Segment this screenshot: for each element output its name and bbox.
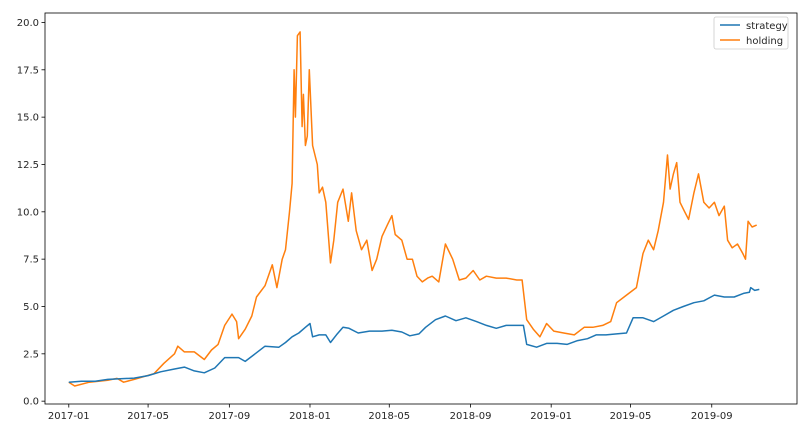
x-tick-label: 2018-09 <box>450 411 492 422</box>
y-tick-label: 5.0 <box>23 302 39 313</box>
x-tick-label: 2017-09 <box>208 411 250 422</box>
plot-area <box>44 12 798 405</box>
y-tick-label: 15.0 <box>17 113 39 124</box>
x-tick-label: 2019-05 <box>610 411 652 422</box>
y-tick-label: 2.5 <box>23 349 39 360</box>
x-tick-label: 2018-05 <box>368 411 410 422</box>
x-tick-label: 2018-01 <box>289 411 331 422</box>
y-tick-label: 7.5 <box>23 255 39 266</box>
y-tick-label: 20.0 <box>17 18 39 29</box>
y-axis: 0.0 2.5 5.0 7.5 10.0 12.5 15.0 17.5 20.0 <box>17 18 45 408</box>
x-tick-label: 2019-01 <box>530 411 572 422</box>
legend: strategy holding <box>713 16 789 50</box>
x-axis: 2017-01 2017-05 2017-09 2018-01 2018-05 2018-… <box>48 404 733 422</box>
x-tick-label: 2017-01 <box>48 411 90 422</box>
y-tick-label: 10.0 <box>17 207 39 218</box>
legend-label-holding: holding <box>746 36 783 47</box>
y-tick-label: 12.5 <box>17 160 39 171</box>
y-tick-label: 0.0 <box>23 397 39 408</box>
x-tick-label: 2019-09 <box>691 411 733 422</box>
series-line-holding <box>68 31 757 387</box>
series-line-strategy <box>68 286 760 383</box>
y-tick-label: 17.5 <box>17 65 39 76</box>
legend-label-strategy: strategy <box>746 21 788 32</box>
series-lines <box>68 31 760 387</box>
x-tick-label: 2017-05 <box>127 411 169 422</box>
